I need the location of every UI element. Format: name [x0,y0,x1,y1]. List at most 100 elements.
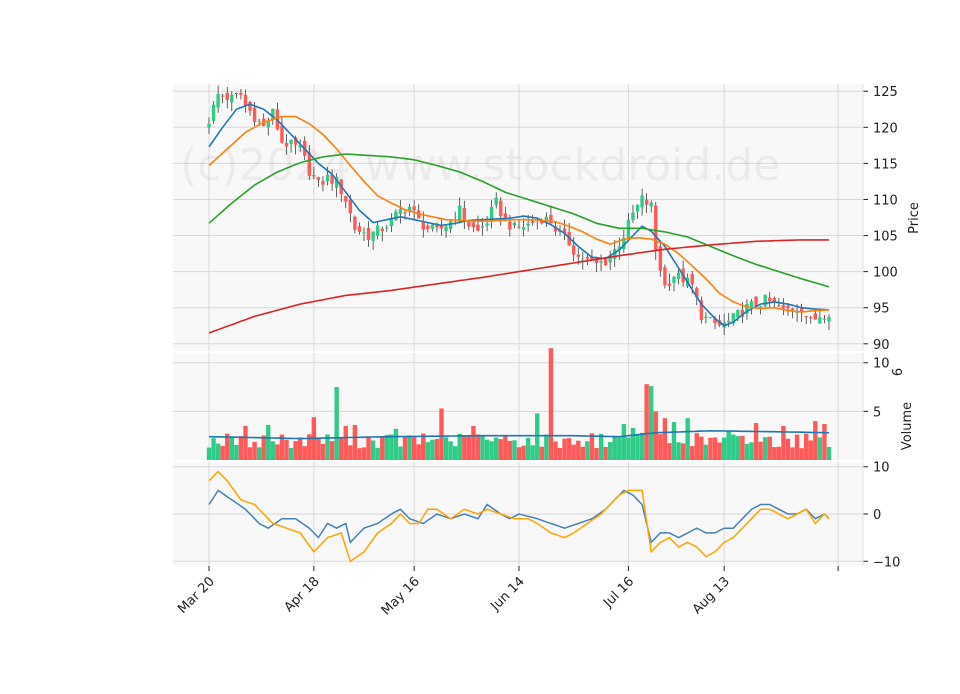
x-tick-label: Apr 18 [282,574,323,615]
candle-body [366,227,371,240]
volume-bar [772,447,777,460]
candle-body [517,226,521,228]
volume-bar [676,442,681,460]
volume-bar [749,442,754,460]
candle-body [248,101,252,111]
volume-bar [402,435,408,460]
volume-bar [553,441,558,460]
candle-body [768,297,772,302]
candle-body [667,283,672,286]
volume-bar [580,446,586,460]
candle-body [740,309,745,317]
volume-bar [462,435,467,460]
candle-body [266,121,270,128]
candle-body [640,195,644,208]
volume-bar [808,440,813,460]
candle-body [631,212,635,220]
volume-bar [320,443,326,460]
candle-body [403,212,407,214]
volume-bar [781,425,786,460]
candle-body [480,226,485,228]
volume-bar [617,437,622,460]
volume-axis-label: Volume [900,402,915,450]
candle-body [672,276,676,284]
volume-tick-label: 10 [873,357,890,372]
volume-bar [530,445,535,460]
candle-body [644,199,649,205]
volume-bar [653,411,658,460]
candle-body [622,238,626,250]
candle-body [412,206,416,211]
volume-bar [535,413,540,460]
watermark: (c)2024 www.stockdroid.de [180,140,780,191]
candle-body [749,301,754,308]
volume-bar [776,446,782,460]
candle-body [284,142,289,147]
price-tick-label: 120 [873,121,898,136]
candle-body [289,139,293,145]
volume-bar [799,448,804,460]
volume-bar [626,437,631,460]
volume-bar [279,434,285,460]
volume-bar [594,447,599,460]
x-tick-label: Mar 20 [175,574,218,617]
candle-body [280,125,284,143]
volume-bar [731,434,736,460]
x-tick-label: Jun 14 [488,574,528,614]
volume-bar [229,437,234,460]
volume-bar [785,438,791,460]
candle-body [708,317,713,319]
candle-body [298,144,302,148]
volume-bar [234,444,239,460]
candle-body [489,207,494,222]
volume-bar [603,446,608,460]
candle-body [608,255,612,263]
volume-bar [694,433,699,460]
candle-body [772,297,776,302]
candle-body [252,107,257,123]
volume-bar [284,439,289,460]
macd-tick-label: 0 [873,508,881,523]
volume-bar [685,418,690,460]
candle-body [585,256,590,259]
candle-body [211,104,216,121]
price-tick-label: 110 [873,193,898,208]
price-tick-label: 90 [873,338,890,353]
volume-bar [826,447,832,460]
candle-body [467,221,471,227]
volume-bar [598,433,604,460]
candle-body [271,108,275,119]
candle-body [635,204,640,212]
moving-average-line [208,103,830,327]
volume-bar [380,437,385,460]
volume-bar [471,425,476,460]
candle-body [713,318,717,324]
volume-axis-exponent: 6 [891,368,906,376]
volume-bar [630,427,636,460]
volume-bar [329,441,335,460]
volume-bar [639,432,645,460]
volume-bar [680,443,686,460]
candle-body [435,223,439,228]
volume-bar [644,384,649,460]
candle-body [617,246,621,251]
price-tick-label: 125 [873,85,898,100]
candle-body [394,211,398,221]
volume-bar [425,442,431,460]
candle-body [731,313,735,324]
candle-body [421,221,425,230]
candle-body [540,220,544,224]
candle-body [613,249,617,259]
candle-body [225,92,229,100]
volume-bar [334,387,339,460]
candle-body [312,174,316,177]
volume-tick-label: 5 [873,405,881,420]
candle-body [407,206,412,211]
volume-bar [393,428,399,460]
candle-body [362,232,366,234]
x-tick-label: May 16 [379,574,423,618]
volume-bar [215,443,221,460]
candle-body [562,228,567,234]
candle-body [553,226,558,232]
